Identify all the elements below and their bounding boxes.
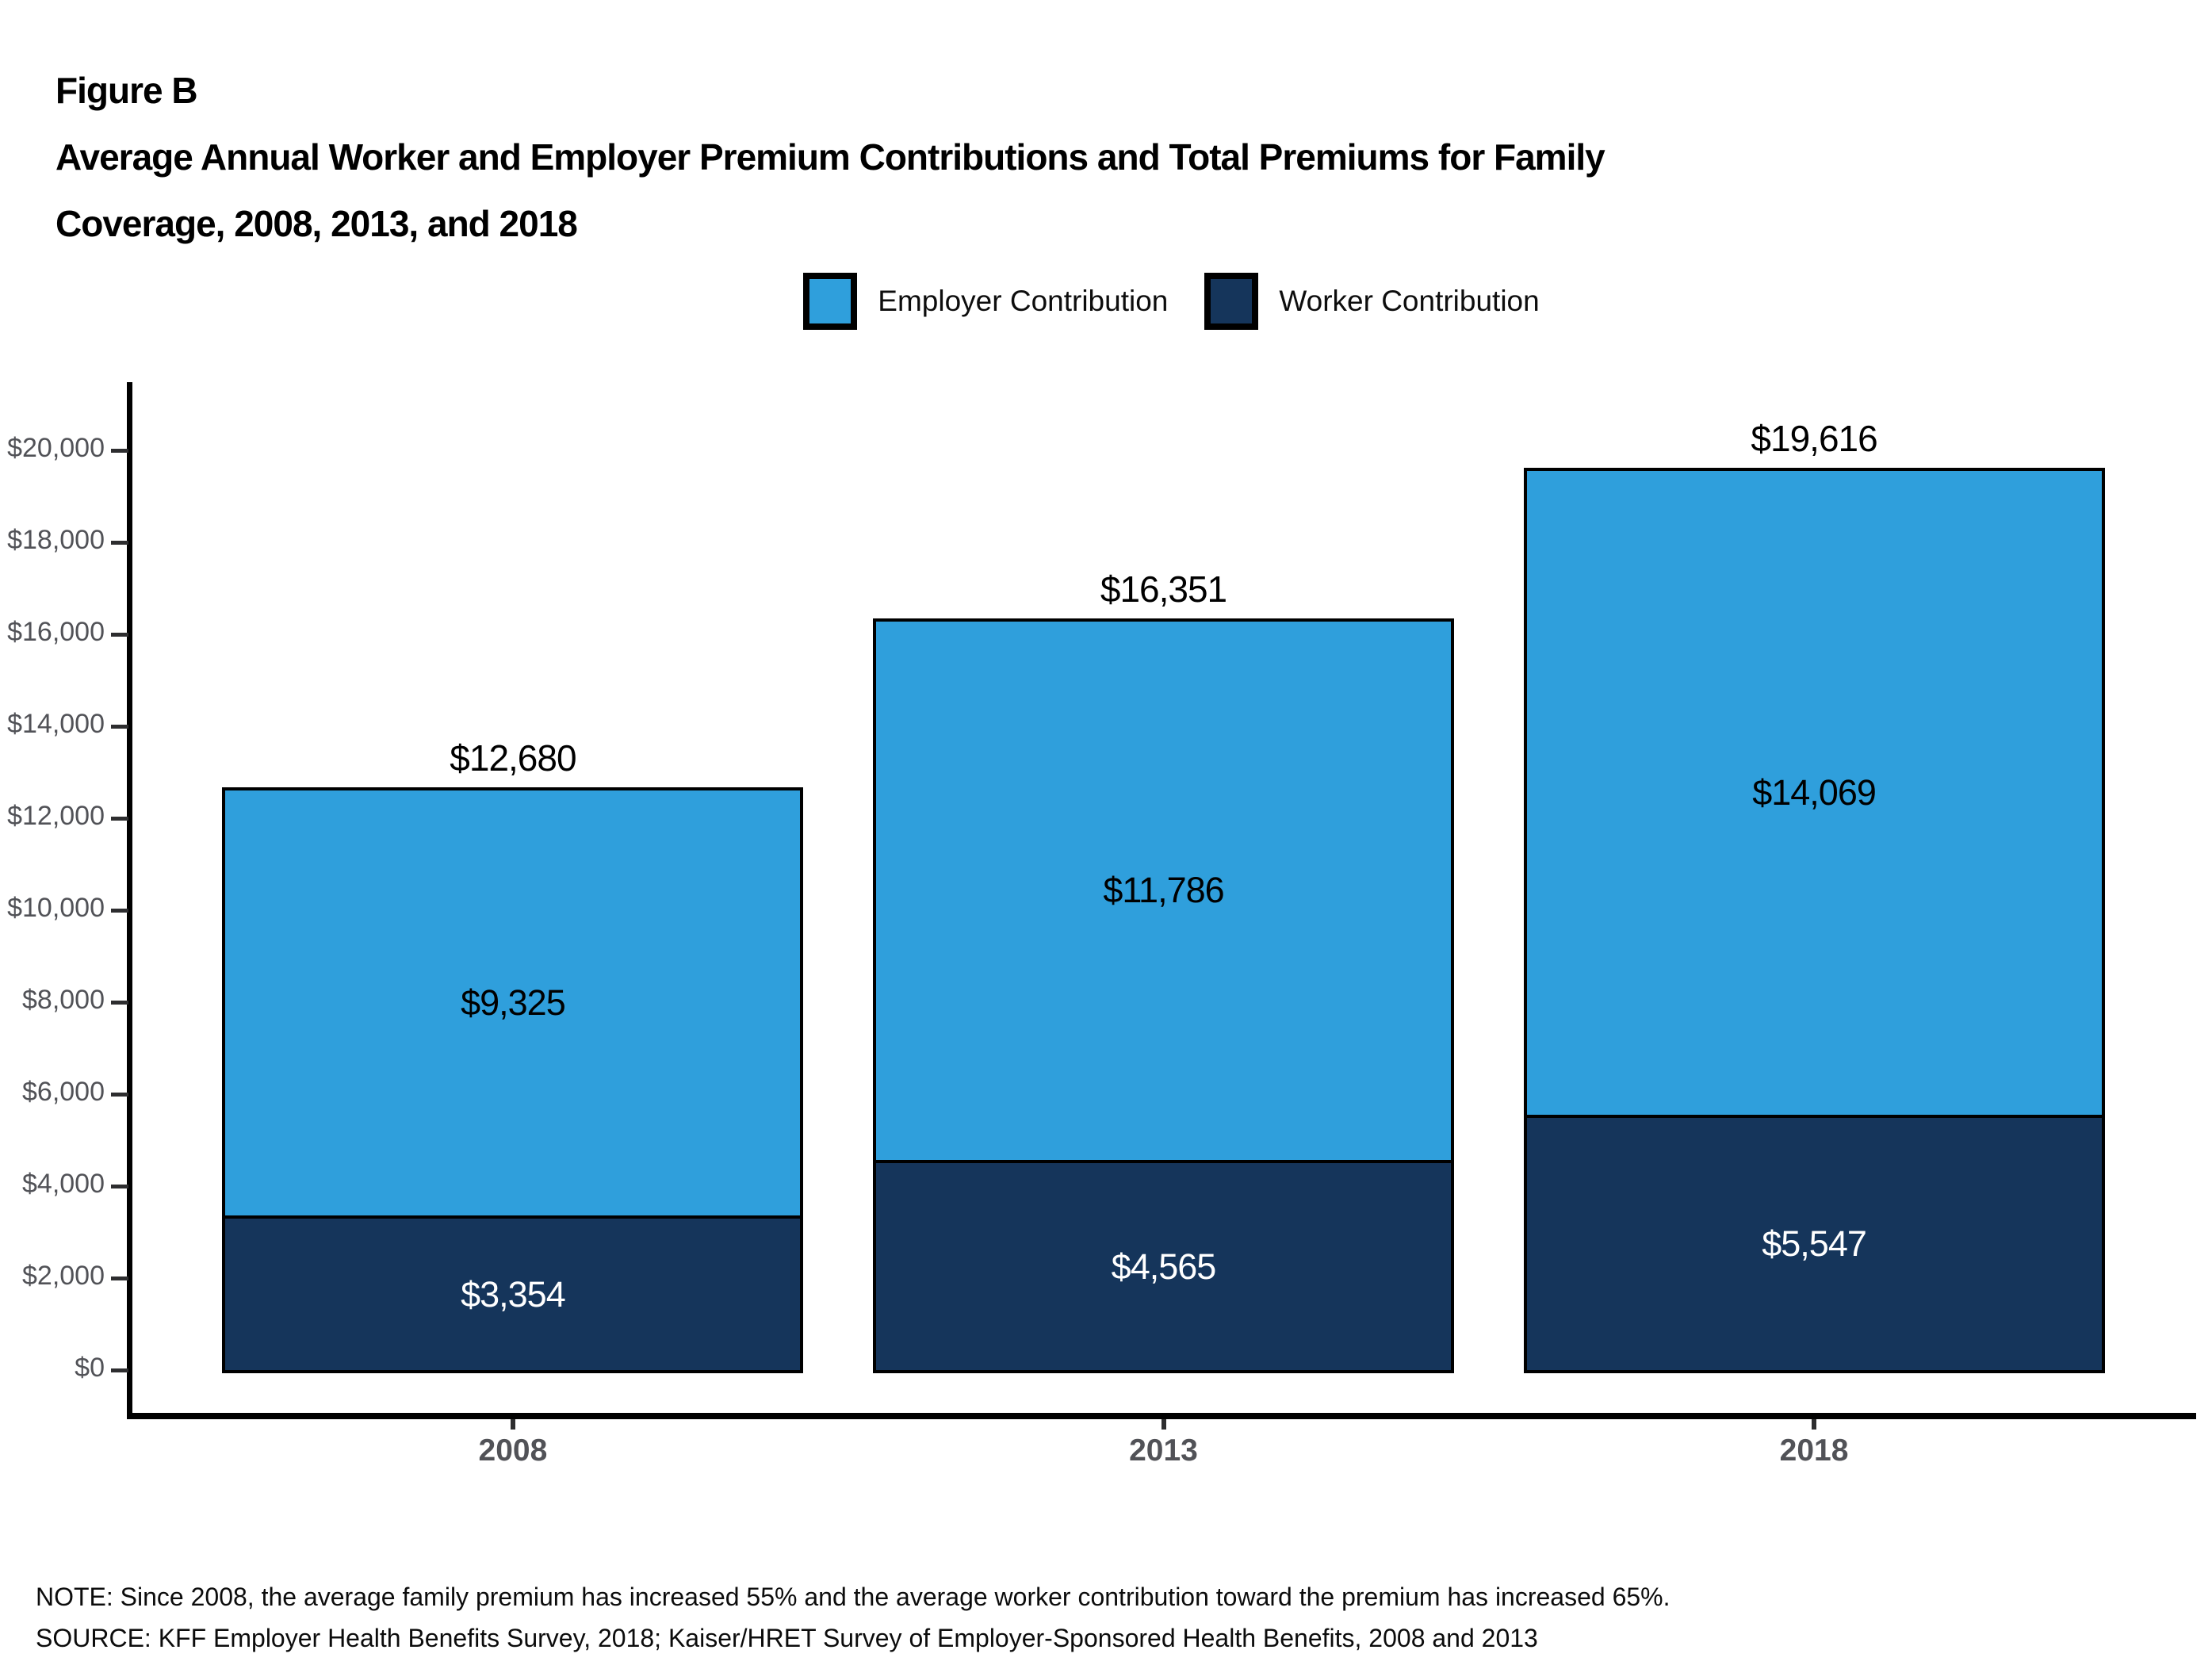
employer-contribution-segment: $9,325 [222, 787, 804, 1219]
y-axis-tick-label: $16,000 [7, 617, 105, 647]
y-axis-tick [111, 1368, 128, 1372]
legend-item-employer: Employer Contribution [803, 273, 1168, 330]
legend-label-worker: Worker Contribution [1279, 285, 1540, 317]
y-axis-tick-label: $8,000 [22, 985, 105, 1015]
chart-title-line1: Average Annual Worker and Employer Premi… [55, 136, 1605, 178]
total-premium-label: $12,680 [450, 737, 576, 779]
total-premium-label: $16,351 [1100, 568, 1227, 610]
x-axis-category-label: 2018 [1779, 1433, 1849, 1468]
worker-value-label: $3,354 [461, 1273, 566, 1315]
employer-swatch-icon [803, 273, 858, 330]
x-axis-category-label: 2008 [478, 1433, 548, 1468]
legend-label-employer: Employer Contribution [878, 285, 1169, 317]
employer-contribution-segment: $14,069 [1523, 468, 2105, 1119]
y-axis-tick-label: $0 [75, 1353, 105, 1383]
y-axis-tick-label: $14,000 [7, 709, 105, 739]
employer-contribution-segment: $11,786 [873, 618, 1454, 1164]
footnotes: NOTE: Since 2008, the average family pre… [36, 1576, 1670, 1659]
source-text: SOURCE: KFF Employer Health Benefits Sur… [36, 1624, 1538, 1652]
y-axis-tick [111, 817, 128, 821]
y-axis-tick [111, 449, 128, 453]
y-axis-tick [111, 909, 128, 913]
y-axis-tick [111, 633, 128, 637]
total-premium-label: $19,616 [1751, 418, 1877, 460]
worker-contribution-segment: $3,354 [222, 1215, 804, 1373]
worker-value-label: $4,565 [1111, 1246, 1217, 1287]
y-axis-tick [111, 1276, 128, 1280]
y-axis-tick-label: $4,000 [22, 1169, 105, 1199]
employer-value-label: $14,069 [1752, 772, 1877, 813]
y-axis-tick [111, 1001, 128, 1005]
y-axis-tick-label: $2,000 [22, 1261, 105, 1291]
x-axis-tick [1812, 1419, 1817, 1430]
note-text: NOTE: Since 2008, the average family pre… [36, 1583, 1670, 1611]
y-axis-tick-label: $10,000 [7, 893, 105, 923]
legend-item-worker: Worker Contribution [1204, 273, 1540, 330]
x-axis-category-label: 2013 [1129, 1433, 1198, 1468]
y-axis-tick [111, 725, 128, 729]
worker-swatch-icon [1204, 273, 1259, 330]
legend: Employer Contribution Worker Contributio… [131, 270, 2212, 333]
x-axis-tick [1161, 1419, 1166, 1430]
worker-contribution-segment: $5,547 [1523, 1115, 2105, 1373]
y-axis-tick [111, 1185, 128, 1188]
y-axis-line [127, 382, 132, 1419]
figure-label: Figure B [55, 70, 198, 111]
employer-value-label: $11,786 [1103, 870, 1224, 911]
worker-value-label: $5,547 [1762, 1223, 1867, 1265]
worker-contribution-segment: $4,565 [873, 1160, 1454, 1373]
employer-value-label: $9,325 [461, 982, 566, 1024]
y-axis-tick-label: $12,000 [7, 801, 105, 831]
y-axis-tick-label: $18,000 [7, 525, 105, 555]
title-block: Figure B Average Annual Worker and Emplo… [55, 57, 1605, 257]
chart-title-line2: Coverage, 2008, 2013, and 2018 [55, 203, 578, 244]
x-axis-line [127, 1413, 2196, 1419]
y-axis-tick [111, 1093, 128, 1097]
x-axis-tick [510, 1419, 515, 1430]
y-axis-tick-label: $20,000 [7, 433, 105, 463]
y-axis-tick [111, 541, 128, 545]
y-axis-tick-label: $6,000 [22, 1077, 105, 1107]
